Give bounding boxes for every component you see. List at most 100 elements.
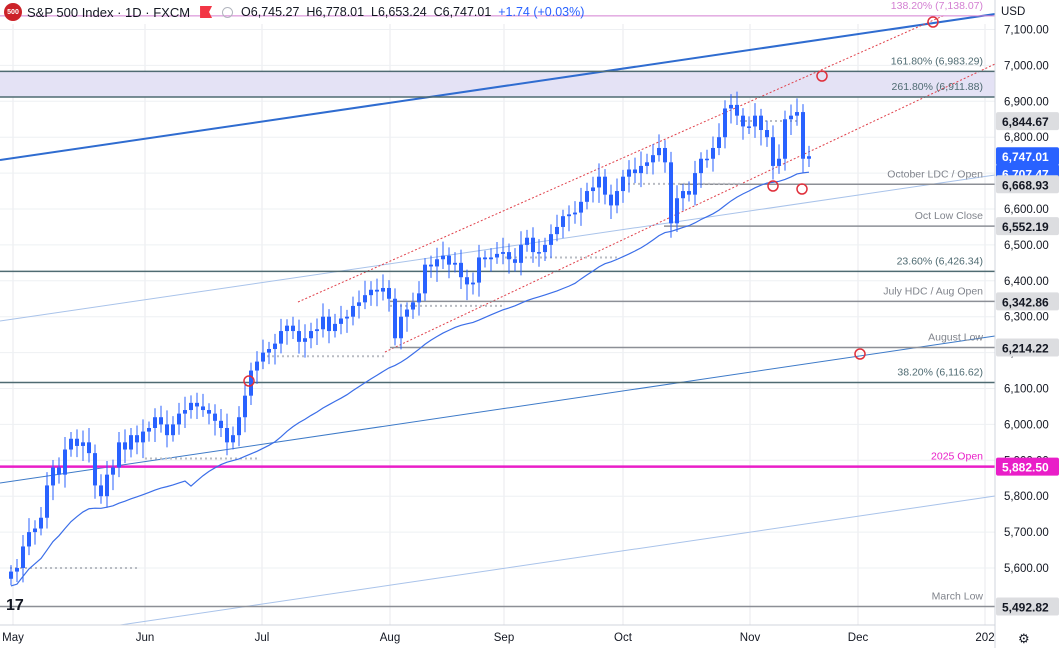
moving-average-line <box>10 171 810 587</box>
candle-body <box>309 331 313 339</box>
level-label: 161.80% (6,983.29) <box>891 55 983 67</box>
level-label: 138.20% (7,138.07) <box>891 0 983 12</box>
candle-body <box>147 427 151 432</box>
candle-body <box>705 158 709 161</box>
price-tag <box>996 597 1059 616</box>
level-label: July HDC / Aug Open <box>883 285 983 297</box>
candle-body <box>609 194 613 206</box>
time-tick-label: Sep <box>494 632 514 644</box>
candle-body <box>99 485 103 497</box>
candle-body <box>345 316 349 319</box>
candle-body <box>795 112 799 116</box>
highlight-circle-marker <box>927 16 939 28</box>
ohlc-low: L6,653.24 <box>371 5 427 19</box>
candle-body <box>153 417 157 428</box>
candle-body <box>183 410 187 414</box>
candle-body <box>411 302 415 310</box>
candle-body <box>189 402 193 411</box>
level-label: Oct Low Close <box>915 210 983 222</box>
flag-icon[interactable] <box>200 6 213 18</box>
candle-body <box>105 474 109 497</box>
candle-body <box>789 115 793 120</box>
candle-body <box>777 158 781 166</box>
candle-body <box>303 338 307 342</box>
candle-body <box>747 126 751 128</box>
symbol-logo: 500 <box>4 3 22 21</box>
market-status-icon <box>222 6 234 18</box>
candle-body <box>291 325 295 332</box>
time-tick-label: Jul <box>255 632 270 644</box>
candle-body <box>519 244 523 263</box>
time-tick-label: Oct <box>614 632 633 644</box>
time-tick-label: Jun <box>136 632 155 644</box>
price-tick-label: 6,300.00 <box>1004 312 1049 324</box>
candle-body <box>285 325 289 332</box>
price-tick-label: 6,100.00 <box>1004 384 1049 396</box>
candle-body <box>339 318 343 324</box>
price-tick-label: 7,000.00 <box>1004 60 1049 72</box>
candle-body <box>735 104 739 116</box>
candle-body <box>141 431 145 443</box>
candle-body <box>351 305 355 317</box>
candle-body <box>477 257 481 283</box>
candle-body <box>717 137 721 148</box>
highlight-circle-marker <box>796 183 808 195</box>
currency-selector[interactable]: USD <box>1001 6 1026 18</box>
candle-body <box>615 191 619 206</box>
candle-body <box>297 331 301 342</box>
candle-body <box>729 104 733 109</box>
highlight-circle-marker <box>243 375 255 387</box>
candle-body <box>555 226 559 235</box>
candle-body <box>219 420 223 428</box>
candle-body <box>249 370 253 396</box>
candle-body <box>765 130 769 138</box>
price-tick-label: 6,400.00 <box>1004 276 1049 288</box>
candle-body <box>15 568 19 572</box>
candle-body <box>603 176 607 195</box>
candle-body <box>357 302 361 306</box>
candle-body <box>51 467 55 486</box>
candle-body <box>723 108 727 138</box>
candle-body <box>87 442 91 454</box>
candle-body <box>687 191 691 195</box>
highlight-circle-marker <box>854 348 866 360</box>
level-label: 23.60% (6,426.34) <box>897 255 983 267</box>
symbol-title[interactable]: S&P 500 Index · 1D · FXCM <box>27 4 191 20</box>
candle-body <box>783 119 787 159</box>
candle-body <box>507 252 511 260</box>
candle-body <box>441 255 445 260</box>
candle-body <box>699 158 703 174</box>
candle-body <box>585 191 589 202</box>
level-label: October LDC / Open <box>887 168 983 180</box>
candle-body <box>33 528 37 533</box>
candle-body <box>159 417 163 425</box>
candle-body <box>333 323 337 332</box>
candle-body <box>429 264 433 267</box>
candle-body <box>657 147 661 156</box>
candle-body <box>273 343 277 350</box>
candle-body <box>225 427 229 443</box>
candle-body <box>405 309 409 317</box>
candle-body <box>111 467 115 475</box>
candle-body <box>561 216 565 227</box>
settings-gear-icon[interactable]: ⚙ <box>1018 631 1030 646</box>
candle-body <box>753 115 757 127</box>
candle-body <box>567 214 571 217</box>
trendline-main <box>0 13 996 161</box>
candle-body <box>501 252 505 254</box>
price-tick-label: 6,900.00 <box>1004 96 1049 108</box>
candle-body <box>711 147 715 159</box>
channel-upper <box>297 14 946 303</box>
candle-body <box>321 316 325 330</box>
candle-body <box>195 402 199 407</box>
price-tag-text: 5,492.82 <box>1002 600 1049 614</box>
price-tick-label: 5,700.00 <box>1004 527 1049 539</box>
candle-body <box>57 467 61 475</box>
candle-body <box>627 169 631 177</box>
price-tag <box>996 292 1059 311</box>
chart-header: 500 S&P 500 Index · 1D · FXCM O6,745.27 … <box>0 0 995 24</box>
candle-body <box>669 162 673 224</box>
trendline-light-low <box>119 495 996 626</box>
candle-body <box>213 413 217 421</box>
